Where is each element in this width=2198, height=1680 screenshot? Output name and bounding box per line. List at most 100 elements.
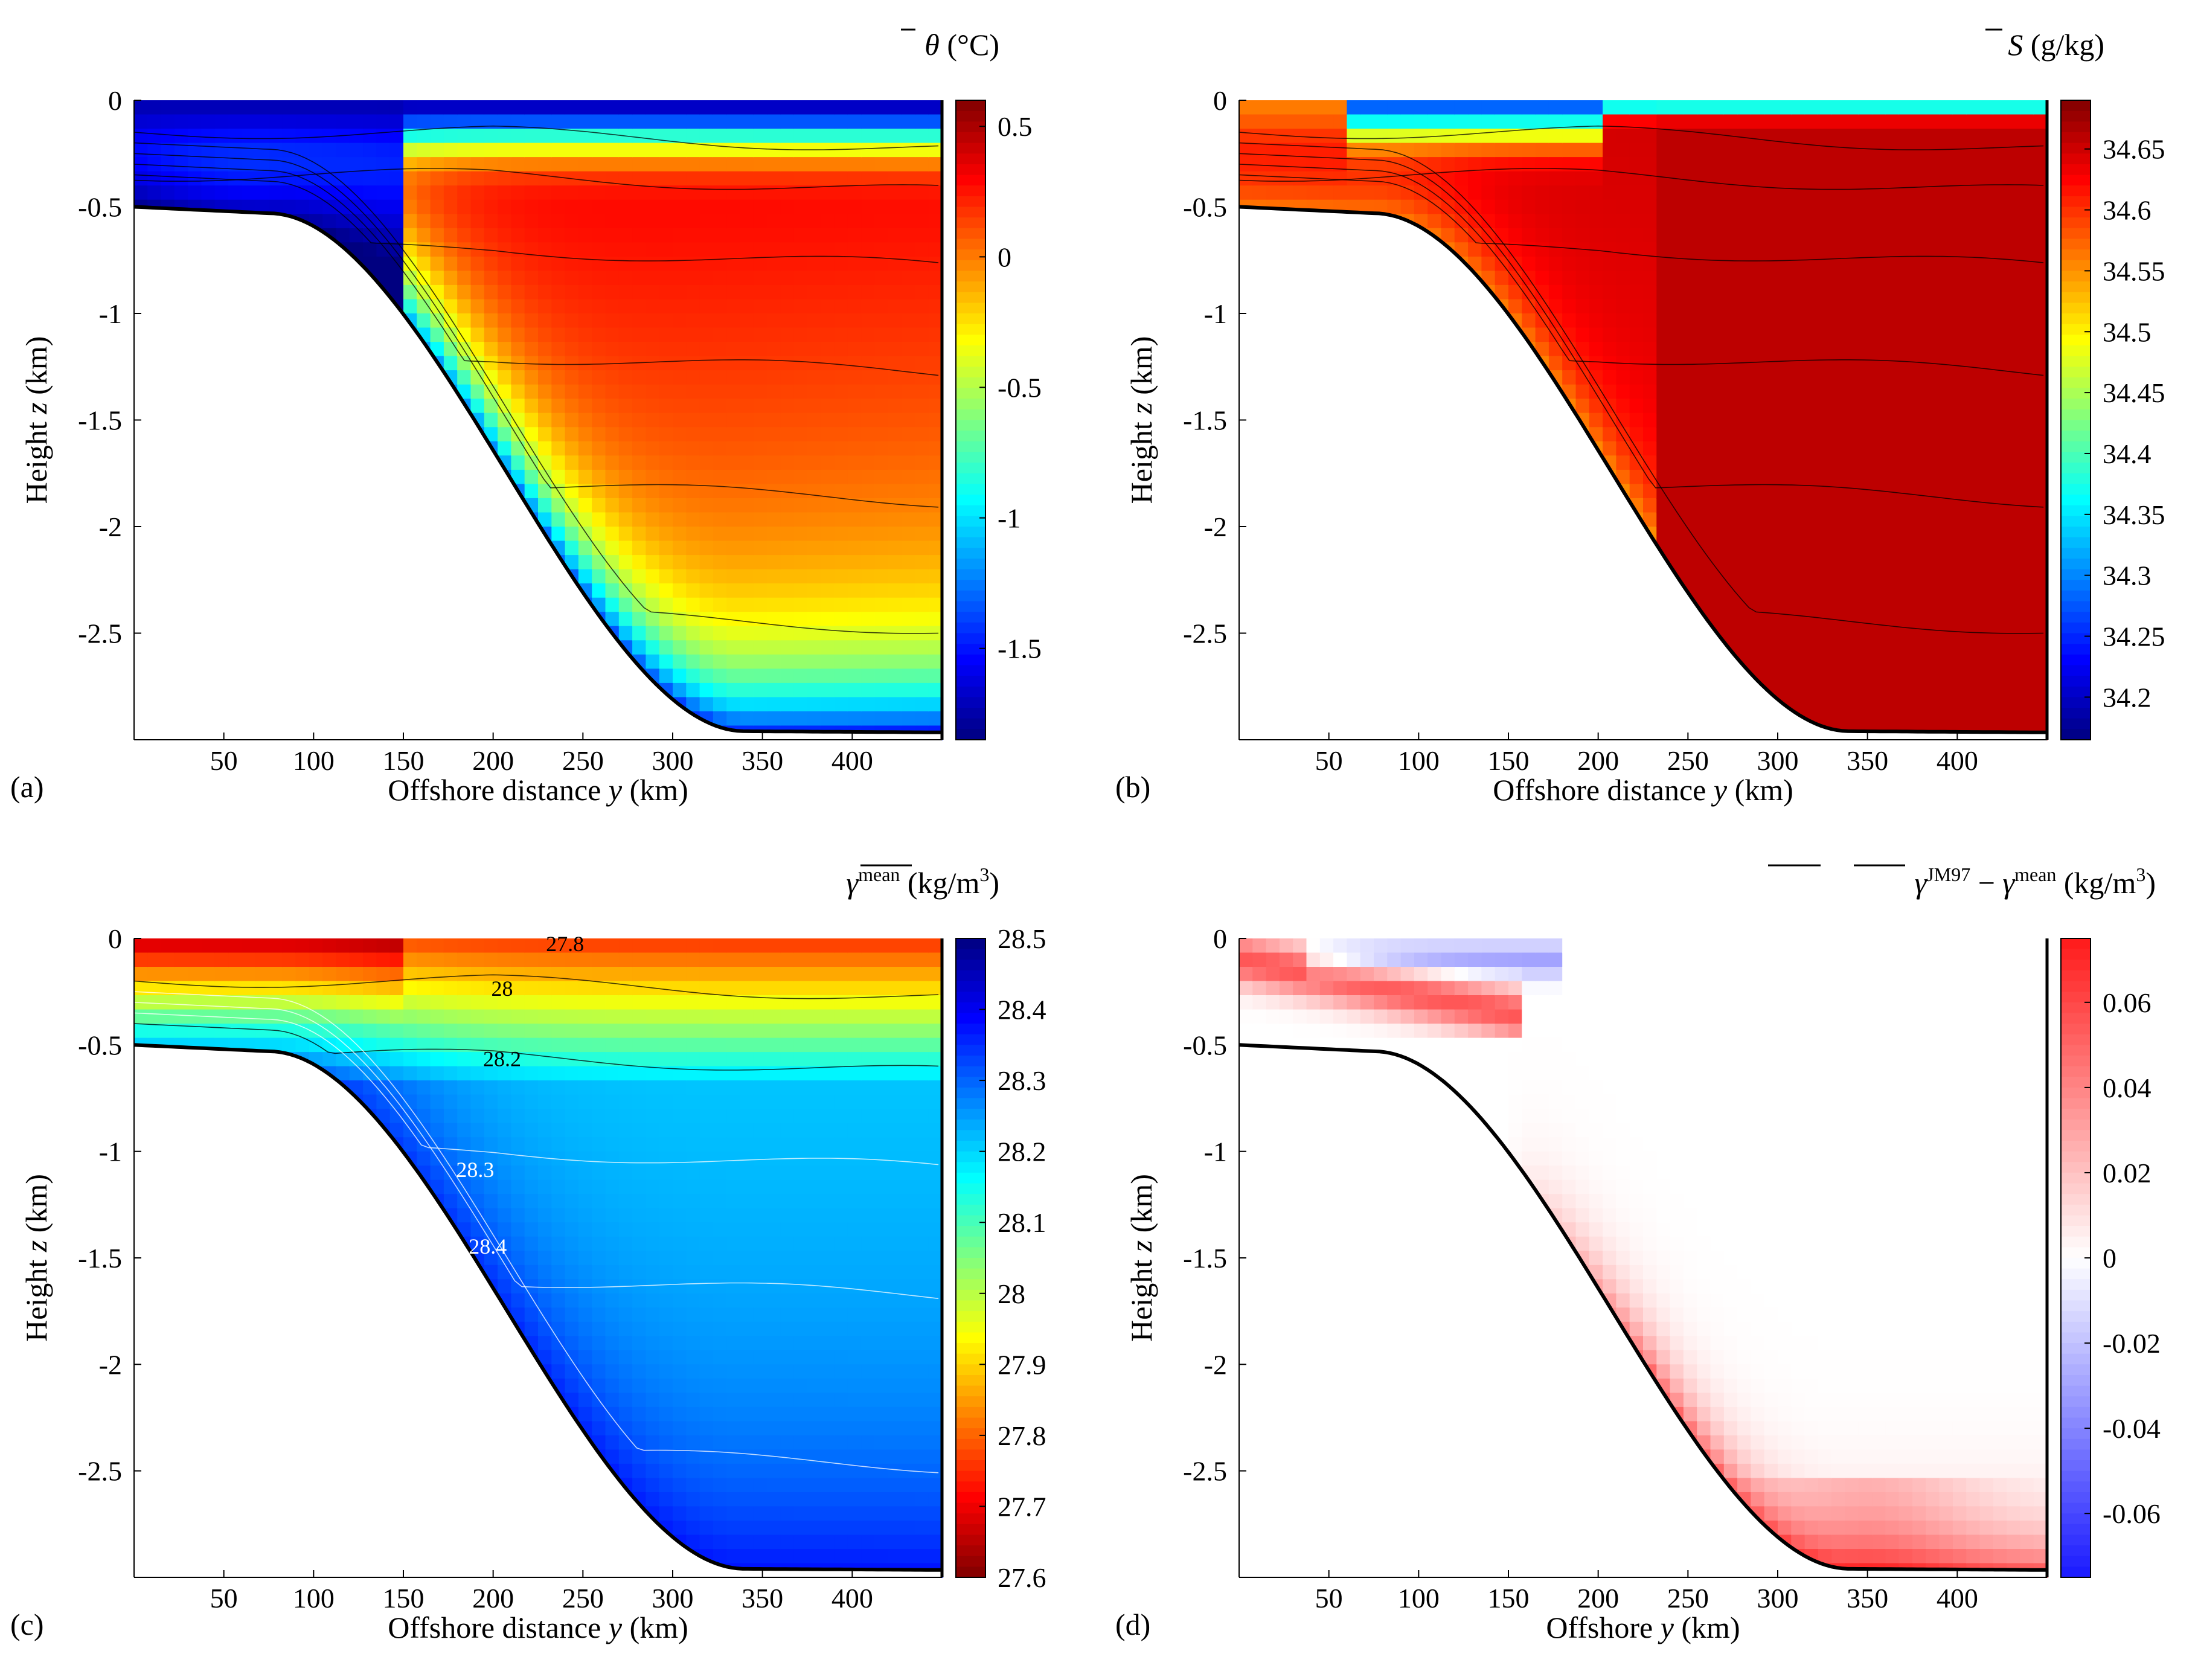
heatmap-cell: [484, 399, 499, 414]
heatmap-cell: [1818, 512, 1833, 527]
heatmap-cell: [874, 271, 889, 286]
heatmap-cell: [592, 100, 606, 115]
heatmap-cell: [686, 427, 700, 442]
heatmap-cell: [834, 129, 848, 144]
heatmap-cell: [1737, 384, 1752, 400]
heatmap-cell: [740, 114, 754, 129]
heatmap-cell: [201, 129, 216, 144]
heatmap-cell: [214, 100, 229, 115]
heatmap-cell: [1643, 327, 1658, 342]
heatmap-cell: [632, 214, 647, 229]
heatmap-cell: [902, 654, 916, 670]
heatmap-cell: [1818, 199, 1833, 215]
heatmap-cell: [349, 157, 364, 172]
heatmap-cell: [753, 242, 768, 257]
heatmap-cell: [336, 228, 350, 243]
heatmap-cell: [470, 185, 485, 200]
heatmap-cell: [753, 157, 768, 172]
heatmap-cell: [470, 228, 485, 243]
heatmap-cell: [282, 199, 296, 215]
heatmap-cell: [1858, 441, 1873, 457]
heatmap-cell: [1737, 399, 1752, 414]
heatmap-cell: [673, 441, 687, 457]
heatmap-cell: [1697, 441, 1711, 457]
heatmap-cell: [1858, 612, 1873, 627]
heatmap-cell: [915, 555, 929, 570]
heatmap-cell: [430, 143, 444, 158]
heatmap-cell: [1885, 271, 1900, 286]
heatmap-cell: [524, 484, 539, 499]
heatmap-cell: [1454, 185, 1469, 200]
heatmap-cell: [1858, 626, 1873, 641]
heatmap-cell: [1616, 185, 1630, 200]
heatmap-cell: [902, 484, 916, 499]
heatmap-cell: [618, 299, 633, 314]
heatmap-cell: [1845, 199, 1859, 215]
heatmap-cell: [363, 171, 377, 187]
heatmap-cell: [578, 484, 593, 499]
heatmap-cell: [834, 597, 848, 613]
heatmap-cell: [740, 427, 754, 442]
heatmap-cell: [888, 498, 903, 513]
heatmap-cell: [1845, 185, 1859, 200]
heatmap-cell: [1548, 157, 1563, 172]
heatmap-cell: [807, 313, 822, 329]
heatmap-cell: [1670, 469, 1684, 485]
heatmap-cell: [1454, 129, 1469, 144]
heatmap-cell: [834, 313, 848, 329]
heatmap-cell: [740, 370, 754, 385]
heatmap-cell: [753, 271, 768, 286]
heatmap-cell: [242, 157, 256, 172]
heatmap-cell: [915, 384, 929, 400]
heatmap-cell: [363, 199, 377, 215]
heatmap-cell: [861, 299, 876, 314]
heatmap-cell: [780, 143, 795, 158]
heatmap-cell: [457, 256, 472, 272]
heatmap-cell: [915, 455, 929, 470]
heatmap-cell: [780, 327, 795, 342]
heatmap-cell: [524, 342, 539, 357]
heatmap-cell: [686, 313, 700, 329]
heatmap-cell: [915, 654, 929, 670]
heatmap-cell: [1293, 171, 1307, 187]
heatmap-cell: [1723, 498, 1738, 513]
heatmap-cell: [646, 384, 660, 400]
heatmap-cell: [1522, 143, 1536, 158]
heatmap-cell: [376, 171, 391, 187]
heatmap-cell: [821, 327, 835, 342]
heatmap-cell: [336, 171, 350, 187]
heatmap-cell: [498, 228, 512, 243]
heatmap-cell: [538, 228, 553, 243]
heatmap-cell: [618, 612, 633, 627]
heatmap-cell: [646, 242, 660, 257]
heatmap-cell: [874, 427, 889, 442]
heatmap-cell: [753, 540, 768, 556]
heatmap-cell: [1643, 342, 1658, 357]
heatmap-cell: [1522, 185, 1536, 200]
heatmap-cell: [1656, 299, 1671, 314]
heatmap-cell: [1751, 228, 1765, 243]
heatmap-cell: [1374, 114, 1388, 129]
x-tick-label: 200: [472, 745, 514, 776]
heatmap-cell: [1778, 370, 1792, 385]
heatmap-cell: [861, 540, 876, 556]
heatmap-cell: [618, 242, 633, 257]
heatmap-cell: [821, 527, 835, 542]
heatmap-cell: [524, 214, 539, 229]
heatmap-cell: [618, 569, 633, 585]
heatmap-cell: [1656, 356, 1671, 371]
heatmap-cell: [847, 512, 862, 527]
heatmap-cell: [1670, 527, 1684, 542]
heatmap-cell: [753, 214, 768, 229]
colorbar-segment: [956, 132, 985, 144]
heatmap-cell: [1710, 583, 1725, 598]
heatmap-cell: [874, 441, 889, 457]
heatmap-cell: [1670, 214, 1684, 229]
colorbar-segment: [956, 580, 985, 591]
heatmap-cell: [821, 498, 835, 513]
heatmap-cell: [1643, 284, 1658, 300]
heatmap-cell: [1616, 214, 1630, 229]
heatmap-cell: [888, 711, 903, 726]
heatmap-cell: [1697, 228, 1711, 243]
heatmap-cell: [498, 214, 512, 229]
